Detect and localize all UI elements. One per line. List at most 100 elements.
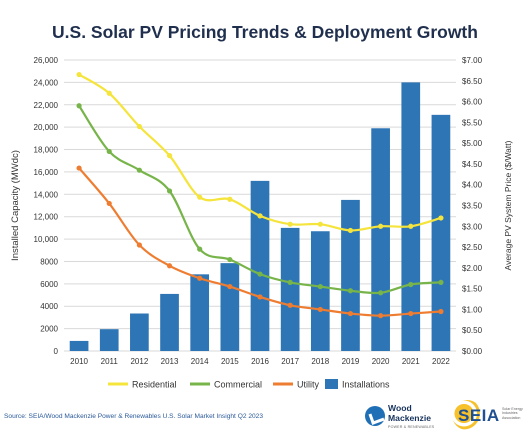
point-utility [197,275,203,281]
bar-installations [401,82,421,351]
right-tick-label: $2.00 [462,264,483,273]
point-utility [76,165,82,171]
right-tick-label: $4.00 [462,181,483,190]
point-utility [106,200,112,207]
bar-installations [130,313,149,351]
point-residential [76,71,82,78]
point-commercial [76,103,82,109]
right-tick-label: $2.50 [462,243,483,252]
right-tick-label: $1.50 [462,285,483,294]
seia-wordmark: SEIA [458,406,500,425]
right-tick-label: $0.00 [462,347,483,356]
point-residential [166,153,173,159]
point-utility [378,313,384,319]
point-commercial [227,256,233,263]
bar-installations [431,114,451,351]
wood-mackenzie-wordmark: Wood Mackenzie [388,403,431,423]
point-commercial [408,281,414,288]
bar-installations [99,329,119,351]
seia-tagline: Solar Energy Industries Association [502,407,523,420]
left-tick-label: 26,000 [34,56,59,65]
left-tick-label: 2000 [40,325,58,334]
x-tick-label: 2010 [70,357,88,366]
bar-installations [220,263,240,351]
left-tick-label: 12,000 [34,213,59,222]
point-commercial [317,283,323,290]
point-utility [166,263,173,269]
point-commercial [197,246,203,252]
y-axis-title-right: Average PV System Price ($/Watt) [503,140,513,270]
point-residential [408,223,414,229]
point-utility [347,310,354,317]
point-residential [106,90,112,96]
point-utility [438,308,444,315]
right-tick-label: $0.50 [462,326,483,335]
legend-label-installations: Installations [342,380,390,390]
left-tick-label: 4000 [40,302,58,311]
point-residential [136,123,142,130]
legend-label-utility: Utility [297,380,319,390]
y-axis-title-left: Installed Capacity (MWdc) [10,150,21,261]
bar-installations [310,231,330,351]
wood-mackenzie-mark-icon [365,406,385,426]
point-residential [347,227,354,234]
left-tick-label: 18,000 [34,146,59,155]
wood-mackenzie-subtitle: POWER & RENEWABLES [388,425,435,429]
point-residential [378,223,384,229]
legend-swatch-installations [325,379,338,389]
x-tick-label: 2013 [161,357,179,366]
x-tick-label: 2022 [432,357,450,366]
bar-installations [341,199,360,351]
point-residential [197,194,203,200]
bar-installations [280,227,300,351]
left-tick-label: 24,000 [34,78,59,87]
x-tick-label: 2019 [342,357,360,366]
x-tick-label: 2021 [402,357,420,366]
wood-mackenzie-logo: Wood Mackenzie POWER & RENEWABLES [365,403,445,433]
right-tick-label: $4.50 [462,160,483,169]
left-tick-label: 14,000 [34,190,59,199]
left-tick-label: 22,000 [34,101,59,110]
point-residential [287,221,293,227]
point-commercial [347,288,354,294]
point-commercial [257,271,263,277]
point-commercial [106,148,112,155]
left-tick-label: 16,000 [34,168,59,177]
x-tick-label: 2011 [101,357,119,366]
bar-installations [371,128,390,351]
left-tick-label: 0 [54,347,59,356]
point-utility [257,294,263,300]
left-tick-label: 8000 [40,257,58,266]
seia-logo: SEIA Solar Energy Industries Association [452,398,526,434]
bar-installations [69,340,89,351]
right-tick-label: $7.00 [462,56,483,65]
seia-sun-icon [452,400,482,430]
bar-installations [190,274,210,351]
point-commercial [378,290,384,296]
point-residential [227,196,233,202]
point-utility [227,283,233,290]
point-utility [408,310,414,317]
right-tick-label: $3.00 [462,222,483,231]
bar-installations [160,293,179,351]
point-utility [287,302,293,308]
right-tick-label: $5.50 [462,118,483,127]
left-tick-label: 10,000 [34,235,59,244]
right-tick-label: $5.00 [462,139,483,148]
x-tick-label: 2014 [191,357,209,366]
x-tick-label: 2020 [372,357,390,366]
right-tick-label: $6.00 [462,98,483,107]
point-commercial [287,279,293,286]
point-residential [317,221,323,227]
point-residential [257,213,263,219]
x-tick-label: 2016 [251,357,269,366]
legend-label-commercial: Commercial [214,380,262,390]
point-utility [317,306,323,313]
point-residential [438,215,444,221]
point-commercial [166,188,173,194]
left-tick-label: 20,000 [34,123,59,132]
point-commercial [438,279,444,286]
x-tick-label: 2015 [221,357,239,366]
x-tick-label: 2012 [130,357,148,366]
